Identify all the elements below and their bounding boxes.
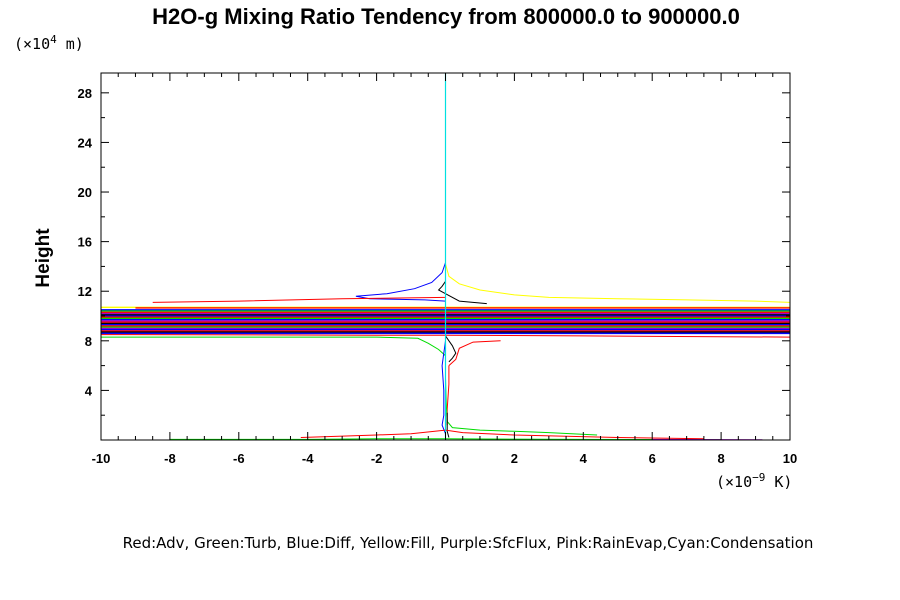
axis-ticks (100, 73, 791, 441)
series-line-12 (300, 429, 704, 440)
y-unit-prefix: (×10 (14, 35, 50, 53)
x-tick-label: -6 (233, 451, 245, 466)
x-tick-labels: -10 -8 -6 -4 -2 0 2 4 6 8 10 (92, 451, 798, 466)
series-line-1 (355, 262, 446, 302)
plot-data-area (100, 73, 791, 441)
x-tick-label: 0 (442, 451, 449, 466)
legend-text: Red:Adv, Green:Turb, Blue:Diff, Yellow:F… (123, 534, 814, 552)
x-tick-label: -2 (371, 451, 383, 466)
y-axis-label: Height (33, 228, 54, 288)
series-line-11 (446, 412, 450, 438)
series-line-0 (445, 263, 791, 303)
y-tick-label: 16 (78, 235, 92, 250)
y-tick-label: 8 (85, 334, 92, 349)
x-unit-exp: −9 (752, 471, 765, 484)
y-tick-label: 4 (85, 383, 93, 398)
x-unit-prefix: (×10 (716, 473, 752, 491)
x-unit-label: (×10−9 K) (716, 471, 792, 491)
series-line-10 (445, 335, 457, 363)
x-tick-label: -10 (92, 451, 111, 466)
x-tick-label: 2 (511, 451, 518, 466)
x-tick-label: 8 (717, 451, 724, 466)
y-tick-label: 24 (78, 135, 93, 150)
series-line-9 (441, 340, 446, 434)
y-unit-suffix: m) (57, 35, 84, 53)
x-unit-suffix: K) (765, 473, 792, 491)
y-tick-labels: 4 8 12 16 20 24 28 (78, 86, 93, 399)
chart-title: H2O-g Mixing Ratio Tendency from 800000.… (152, 4, 740, 29)
x-tick-label: 10 (783, 451, 797, 466)
y-tick-label: 28 (78, 86, 92, 101)
series-line-8 (445, 377, 598, 436)
x-tick-label: 4 (580, 451, 588, 466)
series-line-5 (448, 340, 501, 366)
y-tick-label: 12 (78, 284, 92, 299)
y-tick-label: 20 (78, 185, 92, 200)
x-tick-label: 6 (649, 451, 656, 466)
series-line-2 (437, 281, 487, 305)
series-line-7 (101, 336, 446, 378)
x-tick-label: -4 (302, 451, 314, 466)
y-unit-label: (×104 m) (14, 33, 84, 53)
x-tick-label: -8 (164, 451, 176, 466)
series-line-3 (152, 296, 446, 303)
y-unit-exp: 4 (50, 33, 57, 46)
